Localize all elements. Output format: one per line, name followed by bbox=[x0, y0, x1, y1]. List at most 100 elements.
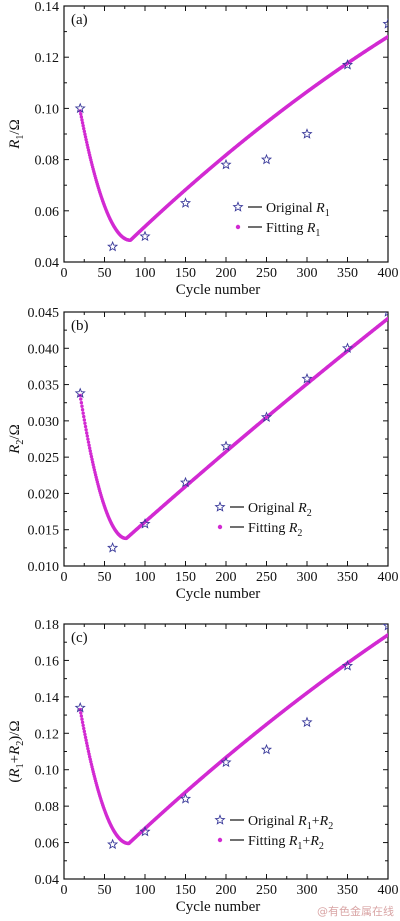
x-tick-label: 0 bbox=[61, 266, 68, 281]
fit-point bbox=[80, 404, 84, 408]
y-tick-label: 0.12 bbox=[35, 51, 60, 66]
fit-point bbox=[80, 121, 85, 125]
data-point-star bbox=[301, 128, 313, 139]
fit-point bbox=[82, 726, 86, 731]
fit-point bbox=[80, 717, 84, 721]
fit-point bbox=[91, 463, 95, 467]
data-point-star bbox=[341, 342, 354, 354]
legend-label: Original R1 bbox=[266, 201, 330, 219]
fit-point bbox=[85, 744, 90, 748]
fit-point bbox=[84, 137, 88, 142]
legend-star-icon bbox=[214, 814, 226, 825]
x-tick-label: 150 bbox=[175, 266, 196, 281]
fit-point bbox=[89, 454, 94, 459]
x-axis-title: Cycle number bbox=[176, 282, 261, 298]
x-tick-label: 100 bbox=[135, 883, 156, 898]
fit-point bbox=[82, 418, 87, 422]
x-tick-label: 100 bbox=[135, 570, 156, 585]
y-tick-label: 0.06 bbox=[35, 205, 60, 220]
data-point-star bbox=[179, 793, 192, 804]
panel-label: (a) bbox=[71, 12, 88, 28]
y-tick-label: 0.04 bbox=[35, 873, 60, 888]
fitting-curve bbox=[78, 316, 388, 541]
legend-label: Fitting R1 bbox=[266, 221, 320, 239]
x-tick-label: 50 bbox=[98, 570, 112, 585]
chart-panel-b: 0 50 100 150 200 250 300 350 400 0.010 0.015 0.020 0… bbox=[7, 306, 399, 602]
data-point-star bbox=[341, 59, 354, 70]
fit-point bbox=[86, 437, 90, 441]
fit-point bbox=[80, 720, 85, 725]
x-tick-label: 50 bbox=[98, 883, 112, 898]
fit-point bbox=[86, 145, 90, 150]
fit-point bbox=[87, 755, 92, 759]
fit-point bbox=[83, 421, 87, 425]
data-point-star bbox=[220, 440, 232, 451]
fit-point bbox=[79, 115, 84, 119]
data-point-star bbox=[74, 387, 86, 398]
fit-point bbox=[386, 316, 388, 321]
data-point-star bbox=[301, 372, 313, 384]
y-tick-label: 0.045 bbox=[28, 306, 60, 321]
fit-point bbox=[88, 449, 92, 453]
x-tick-label: 350 bbox=[337, 883, 358, 898]
x-tick-label: 150 bbox=[175, 570, 196, 585]
y-tick-label: 0.06 bbox=[35, 837, 60, 852]
y-tick-label: 0.10 bbox=[35, 102, 60, 117]
data-point-star bbox=[139, 518, 151, 529]
fit-point bbox=[86, 749, 91, 754]
y-tick-label: 0.010 bbox=[28, 560, 60, 575]
x-tick-label: 50 bbox=[98, 266, 112, 281]
data-point-star bbox=[107, 240, 119, 252]
y-tick-label: 0.14 bbox=[35, 691, 60, 706]
fit-point bbox=[85, 143, 90, 147]
x-tick-label: 250 bbox=[256, 266, 277, 281]
legend-label: Original R2 bbox=[248, 501, 312, 519]
data-point-star bbox=[260, 743, 273, 755]
fit-point bbox=[88, 757, 92, 762]
data-point-star bbox=[74, 102, 86, 114]
fit-point bbox=[386, 35, 388, 39]
legend-label: Fitting R2 bbox=[248, 521, 302, 539]
fit-point bbox=[79, 397, 83, 401]
legend-dot-icon bbox=[217, 524, 223, 530]
panel-label: (c) bbox=[71, 630, 88, 646]
data-point-star bbox=[179, 476, 192, 488]
chart-panel-c: 0 50 100 150 200 250 300 350 400 0.04 0.06 0.08 0.10… bbox=[7, 618, 399, 915]
fit-point bbox=[78, 109, 82, 113]
y-tick-label: 0.020 bbox=[28, 487, 60, 502]
fit-point bbox=[79, 711, 83, 715]
fit-point bbox=[81, 124, 85, 128]
y-tick-label: 0.015 bbox=[28, 524, 60, 539]
y-tick-label: 0.16 bbox=[35, 654, 60, 669]
y-tick-label: 0.030 bbox=[28, 415, 60, 430]
data-point-star bbox=[107, 838, 119, 850]
fit-point bbox=[84, 428, 88, 432]
fit-point bbox=[83, 132, 87, 136]
y-tick-label: 0.10 bbox=[35, 764, 60, 779]
x-tick-label: 0 bbox=[61, 570, 68, 585]
legend-dot-icon bbox=[235, 224, 241, 230]
x-tick-label: 250 bbox=[256, 570, 277, 585]
plot-area bbox=[74, 18, 388, 252]
fit-point bbox=[82, 129, 87, 134]
fit-point bbox=[386, 633, 388, 637]
x-axis-title: Cycle number bbox=[176, 586, 261, 602]
data-point-star bbox=[382, 18, 388, 29]
y-tick-label: 0.035 bbox=[28, 379, 60, 394]
y-tick-label: 0.08 bbox=[35, 800, 60, 815]
fit-point bbox=[85, 741, 89, 745]
fit-point bbox=[87, 752, 91, 756]
fit-point bbox=[89, 452, 93, 456]
legend-star-icon bbox=[214, 501, 226, 512]
fit-point bbox=[82, 729, 87, 734]
data-point-star bbox=[341, 660, 354, 671]
x-tick-label: 300 bbox=[297, 883, 318, 898]
legend-label: Fitting R1+R2 bbox=[248, 834, 324, 852]
x-tick-label: 200 bbox=[216, 570, 237, 585]
legend-dot-icon bbox=[217, 837, 223, 843]
panel-label: (b) bbox=[71, 318, 89, 334]
legend-label: Original R1+R2 bbox=[248, 814, 333, 832]
data-point-star bbox=[179, 197, 192, 208]
fit-point bbox=[81, 723, 85, 728]
legend-star-icon bbox=[232, 201, 244, 212]
